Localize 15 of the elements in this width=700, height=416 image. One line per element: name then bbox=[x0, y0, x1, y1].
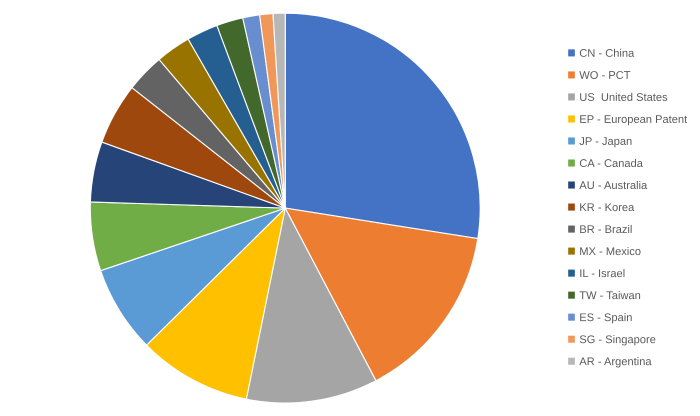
legend-label: SG - Singapore bbox=[580, 335, 656, 346]
legend-label: BR - Brazil bbox=[580, 224, 632, 234]
legend-label: US United States bbox=[580, 92, 668, 101]
legend-label: WO - PCT bbox=[579, 71, 630, 79]
legend-label: JP - Japan bbox=[579, 137, 632, 148]
legend-label: EP - European Patent bbox=[580, 115, 688, 126]
legend-label: CN - China bbox=[580, 48, 634, 57]
legend-label: KR - Korea bbox=[580, 203, 634, 212]
legend-label: AR - Argentina bbox=[579, 357, 652, 368]
legend-label: AU - Australia bbox=[579, 180, 648, 190]
legend-label: MX - Mexico bbox=[580, 246, 641, 256]
legend-label: TW - Taiwan bbox=[580, 291, 640, 300]
legend-label: ES - Spain bbox=[580, 313, 632, 324]
legend-label: IL - Israel bbox=[580, 269, 624, 278]
legend-label: CA - Canada bbox=[580, 158, 643, 168]
